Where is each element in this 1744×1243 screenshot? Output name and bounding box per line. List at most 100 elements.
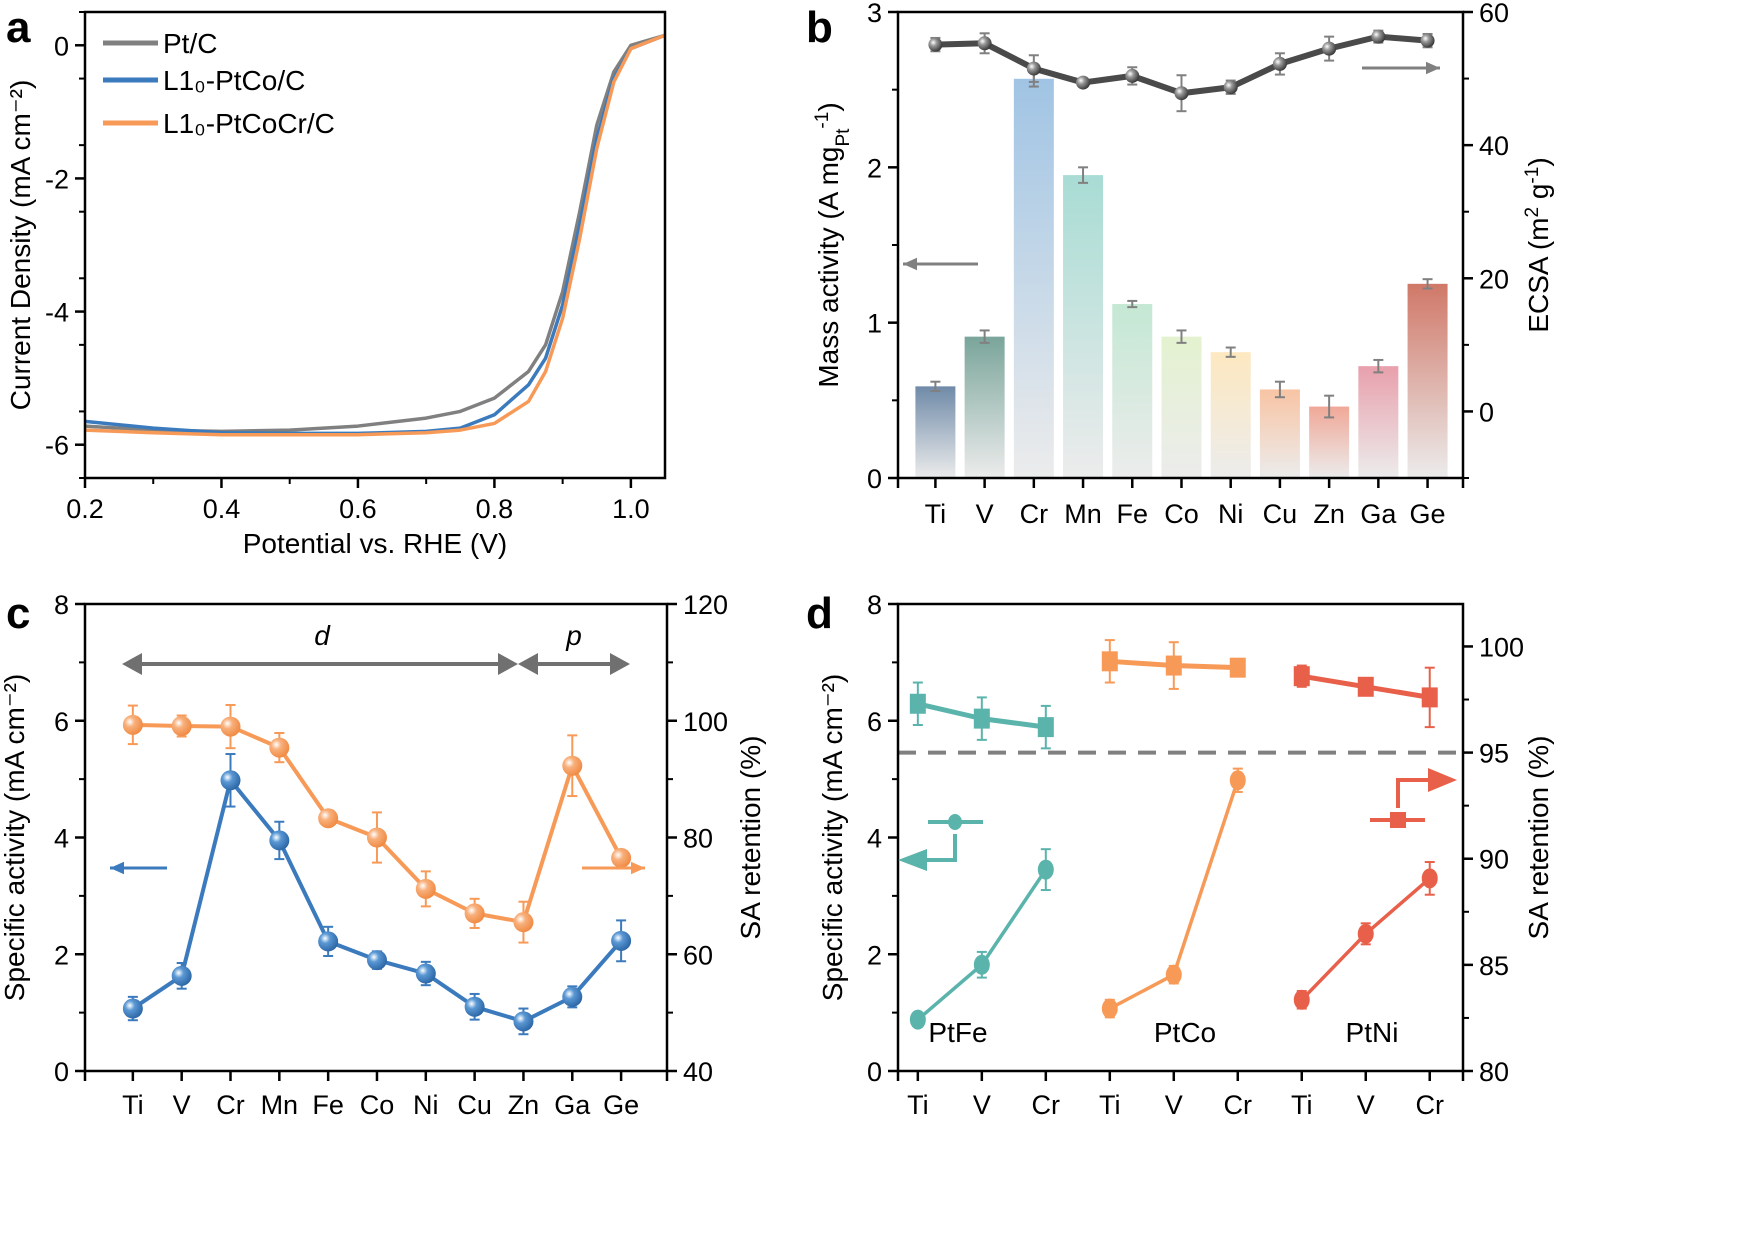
x-tick-label: 0.8 xyxy=(476,494,514,524)
y-axis-label-part: Pt xyxy=(833,128,854,147)
sa-key-marker xyxy=(948,814,962,830)
left-axis-arrow-head xyxy=(903,257,917,271)
panel-d: PtFe PtCo PtNi 0 2 4 6 8 80 85 90 95 100 Ti V Cr Ti V Cr Ti… xyxy=(806,589,1554,1120)
panel-c: 0 2 4 6 8 40 60 80 100 120 Ti V Cr Mn Fe Co Ni Cu Zn Ga Ge Sp… xyxy=(0,589,766,1120)
x-tick-label: Cu xyxy=(1263,499,1298,529)
x-tick-label: 0.6 xyxy=(339,494,377,524)
x-tick-label: Ti xyxy=(122,1090,144,1120)
bar-ti xyxy=(915,386,956,478)
retention-marker xyxy=(1293,666,1310,687)
p-block-arrow-head xyxy=(518,653,538,675)
panel-label: c xyxy=(6,589,30,638)
x-tick-label: Ge xyxy=(603,1090,639,1120)
series-marker-left xyxy=(611,930,632,951)
retention-marker xyxy=(1101,651,1118,672)
left-y-tick-label: 8 xyxy=(54,590,69,620)
plot-frame xyxy=(83,10,667,480)
right-y-axis-label: SA retention (%) xyxy=(1523,736,1554,940)
series-line-0 xyxy=(84,33,666,434)
retention-marker xyxy=(1165,655,1182,676)
right-y-tick-label: 60 xyxy=(1479,0,1509,28)
left-y-tick-label: -4 xyxy=(45,298,69,328)
retention-marker xyxy=(909,693,926,714)
sa-marker xyxy=(1037,859,1054,880)
y-axis-label: Specific activity (mA cm⁻²) xyxy=(817,674,848,1001)
sa-marker xyxy=(1165,964,1182,985)
left-y-tick-label: 0 xyxy=(867,464,882,494)
x-tick-label: V xyxy=(976,499,994,529)
series-marker-right xyxy=(366,827,387,848)
right-axis-arrow-head xyxy=(1426,61,1440,75)
series-marker-left xyxy=(513,1011,534,1032)
ecsa-marker xyxy=(1125,68,1140,83)
ecsa-marker xyxy=(1371,29,1386,44)
x-tick-label: Zn xyxy=(508,1090,540,1120)
x-tick-label: 0.2 xyxy=(66,494,104,524)
x-tick-label: V xyxy=(1165,1090,1183,1120)
d-block-arrow-head xyxy=(498,653,518,675)
legend-label: Pt/C xyxy=(163,28,217,59)
series-marker-left xyxy=(269,830,290,851)
right-y-axis-label-part: g xyxy=(1523,184,1554,207)
right-y-axis-label: ECSA (m2 g-1) xyxy=(1522,157,1555,332)
x-tick-label: 0.4 xyxy=(203,494,241,524)
x-tick-label: Fe xyxy=(312,1090,344,1120)
x-tick-label: V xyxy=(173,1090,191,1120)
x-tick-label: Cr xyxy=(216,1090,245,1120)
right-y-tick-label: 100 xyxy=(683,707,728,737)
x-tick-label: Cr xyxy=(1032,1090,1061,1120)
sa-marker xyxy=(973,954,990,975)
x-tick-label: 1.0 xyxy=(612,494,650,524)
series-marker-right xyxy=(562,755,583,776)
left-y-tick-label: -6 xyxy=(45,431,69,461)
bar-ge xyxy=(1407,283,1448,478)
right-y-axis-label-part: ECSA (m xyxy=(1523,218,1554,333)
y-axis-label: Current Density (mA cm⁻²) xyxy=(5,80,36,411)
series-marker-right xyxy=(611,847,632,868)
panel-b: 0 1 2 3 0 20 40 60 Ti V Cr Mn Fe Co Ni Cu Zn Ga Ge Mass act… xyxy=(806,0,1554,529)
bar-zn xyxy=(1309,406,1350,478)
right-y-tick-label: 20 xyxy=(1479,264,1509,294)
ecsa-marker xyxy=(1272,56,1287,71)
x-tick-label: Ga xyxy=(554,1090,591,1120)
series-marker-left xyxy=(415,963,436,984)
ecsa-marker xyxy=(1223,80,1238,95)
bar-ni xyxy=(1210,352,1251,478)
sa-line-ptfe xyxy=(916,868,1048,1021)
right-y-tick-label: 40 xyxy=(1479,131,1509,161)
x-tick-label: Cr xyxy=(1020,499,1049,529)
sa-marker xyxy=(1293,989,1310,1010)
ecsa-marker xyxy=(977,36,992,51)
y-axis-label: Specific activity (mA cm⁻²) xyxy=(0,674,30,1001)
bar-v xyxy=(964,336,1005,478)
left-y-tick-label: 3 xyxy=(867,0,882,28)
ecsa-marker xyxy=(1174,86,1189,101)
sa-marker xyxy=(909,1009,926,1030)
series-marker-left xyxy=(464,996,485,1017)
series-line-2 xyxy=(84,33,666,437)
x-tick-label: Ga xyxy=(1360,499,1397,529)
right-y-tick-label: 80 xyxy=(683,824,713,854)
right-y-tick-label: 40 xyxy=(683,1057,713,1087)
right-y-axis-label-part: ) xyxy=(1523,157,1554,166)
panel-label: a xyxy=(6,3,31,52)
panel-label: b xyxy=(806,3,833,52)
d-block-arrow-head xyxy=(122,653,142,675)
ecsa-marker xyxy=(1420,33,1435,48)
left-y-tick-label: 8 xyxy=(867,590,882,620)
series-marker-right xyxy=(171,716,192,737)
p-block-label: p xyxy=(565,620,582,651)
right-y-tick-label: 0 xyxy=(1479,397,1494,427)
right-y-axis-label: SA retention (%) xyxy=(735,736,766,940)
x-axis-label: Potential vs. RHE (V) xyxy=(243,528,508,559)
x-tick-label: Ti xyxy=(925,499,947,529)
x-tick-label: Co xyxy=(1164,499,1199,529)
bar-mn xyxy=(1063,175,1104,478)
group-label: PtNi xyxy=(1346,1017,1399,1048)
series-marker-right xyxy=(220,716,241,737)
series-marker-right xyxy=(269,737,290,758)
series-marker-left xyxy=(318,931,339,952)
ecsa-marker xyxy=(1076,75,1091,90)
d-block-label: d xyxy=(314,620,331,651)
